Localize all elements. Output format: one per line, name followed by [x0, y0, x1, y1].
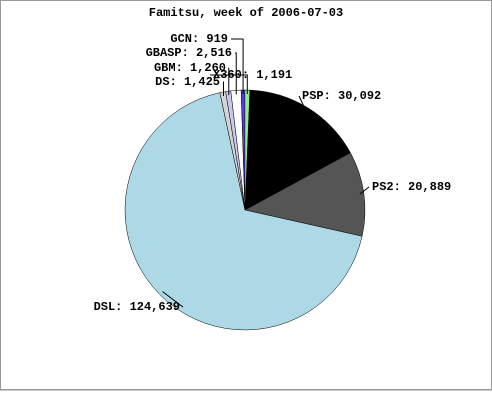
slice-value: 1,191	[256, 68, 293, 82]
slice-label: GBASP2,516	[146, 46, 232, 60]
chart	[124, 38, 370, 331]
leader-line	[359, 186, 370, 195]
slice-category: DS	[155, 75, 184, 89]
pie-slice	[244, 152, 366, 237]
slice-category: GBASP	[146, 46, 196, 60]
slice-label: PS220,889	[372, 180, 451, 194]
slice-value: 20,889	[408, 180, 452, 194]
slice-label: DS1,425	[155, 75, 220, 89]
slice-category: PSP	[302, 89, 338, 103]
slice-value: 124,639	[129, 300, 180, 314]
leader-line	[210, 74, 248, 95]
slice-category: GBM	[154, 61, 190, 75]
slice-label: PSP30,092	[302, 89, 381, 103]
pie-slice	[124, 92, 363, 331]
pie-slice	[244, 89, 351, 211]
slice-category: GCN	[170, 32, 206, 46]
slice-category: DSL	[94, 300, 130, 314]
slice-value: 2,516	[195, 46, 232, 60]
status-strip	[0, 390, 492, 417]
slice-value: 1,425	[183, 75, 220, 89]
leader-line	[235, 52, 237, 95]
chart-title: Famitsu, week of 2006-07-03	[148, 6, 344, 20]
slice-label: GCN919	[170, 32, 228, 46]
leader-line	[162, 291, 184, 308]
leader-line	[298, 95, 307, 112]
slice-label: DSL124,639	[94, 300, 180, 314]
leader-line	[231, 38, 244, 95]
slice-value: 1,260	[189, 61, 226, 75]
slice-label: GBM1,260	[154, 61, 226, 75]
slice-value: 30,092	[338, 89, 382, 103]
slice-label: X3601,191	[213, 68, 292, 82]
slice-category: PS2	[372, 180, 408, 194]
slice-category: X360	[213, 68, 256, 82]
slice-value: 919	[206, 32, 228, 46]
